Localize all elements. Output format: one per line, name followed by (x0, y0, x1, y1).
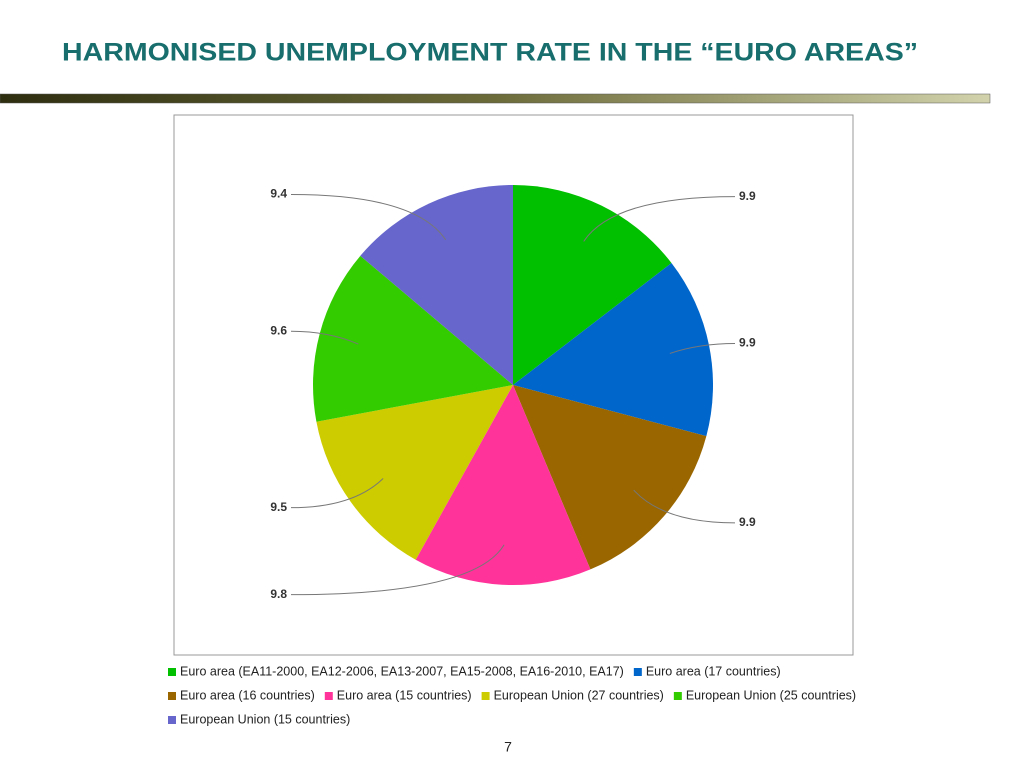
pie-slice (513, 385, 707, 570)
leader-line (290, 544, 505, 596)
leader-line (290, 478, 384, 509)
legend-swatch (481, 692, 490, 700)
chart-title: HARMONISED UNEMPLOYMENT RATE IN THE “EUR… (62, 39, 918, 67)
pie-slice (513, 263, 713, 437)
legend: Euro area (EA11-2000, EA12-2006, EA13-20… (168, 664, 856, 726)
data-label: 9.8 (270, 587, 287, 601)
leader-line (669, 343, 736, 354)
leader-line (290, 330, 359, 345)
data-label: 9.5 (270, 500, 287, 514)
legend-label: Euro area (16 countries) (180, 688, 315, 702)
legend-swatch (673, 692, 682, 700)
legend-label: European Union (27 countries) (494, 688, 664, 702)
title-rule (0, 93, 991, 104)
pie-slice (316, 385, 513, 560)
legend-label: Euro area (15 countries) (337, 688, 472, 702)
pie-slice (312, 255, 513, 422)
leader-line (583, 196, 736, 242)
legend-label: Euro area (EA11-2000, EA12-2006, EA13-20… (180, 664, 624, 678)
legend-swatch (633, 668, 642, 676)
legend-swatch (168, 692, 176, 700)
page-number: 7 (504, 739, 512, 755)
legend-swatch (324, 692, 333, 700)
pie-slice (360, 185, 513, 385)
pie-slice (513, 185, 672, 385)
legend-label: Euro area (17 countries) (646, 664, 781, 678)
data-label: 9.9 (739, 336, 756, 350)
leader-line (290, 193, 447, 241)
leader-line (633, 489, 736, 524)
data-label: 9.9 (739, 515, 756, 529)
data-label: 9.9 (739, 189, 756, 203)
pie: 9.9 9.9 9.9 9.8 9.5 9.6 9.4 (270, 185, 756, 601)
legend-label: European Union (15 countries) (180, 712, 350, 726)
legend-swatch (168, 668, 176, 676)
legend-label: European Union (25 countries) (686, 688, 856, 702)
data-label: 9.6 (270, 323, 287, 337)
pie-slice (415, 385, 591, 585)
legend-swatch (168, 716, 176, 724)
data-label: 9.4 (270, 187, 287, 201)
